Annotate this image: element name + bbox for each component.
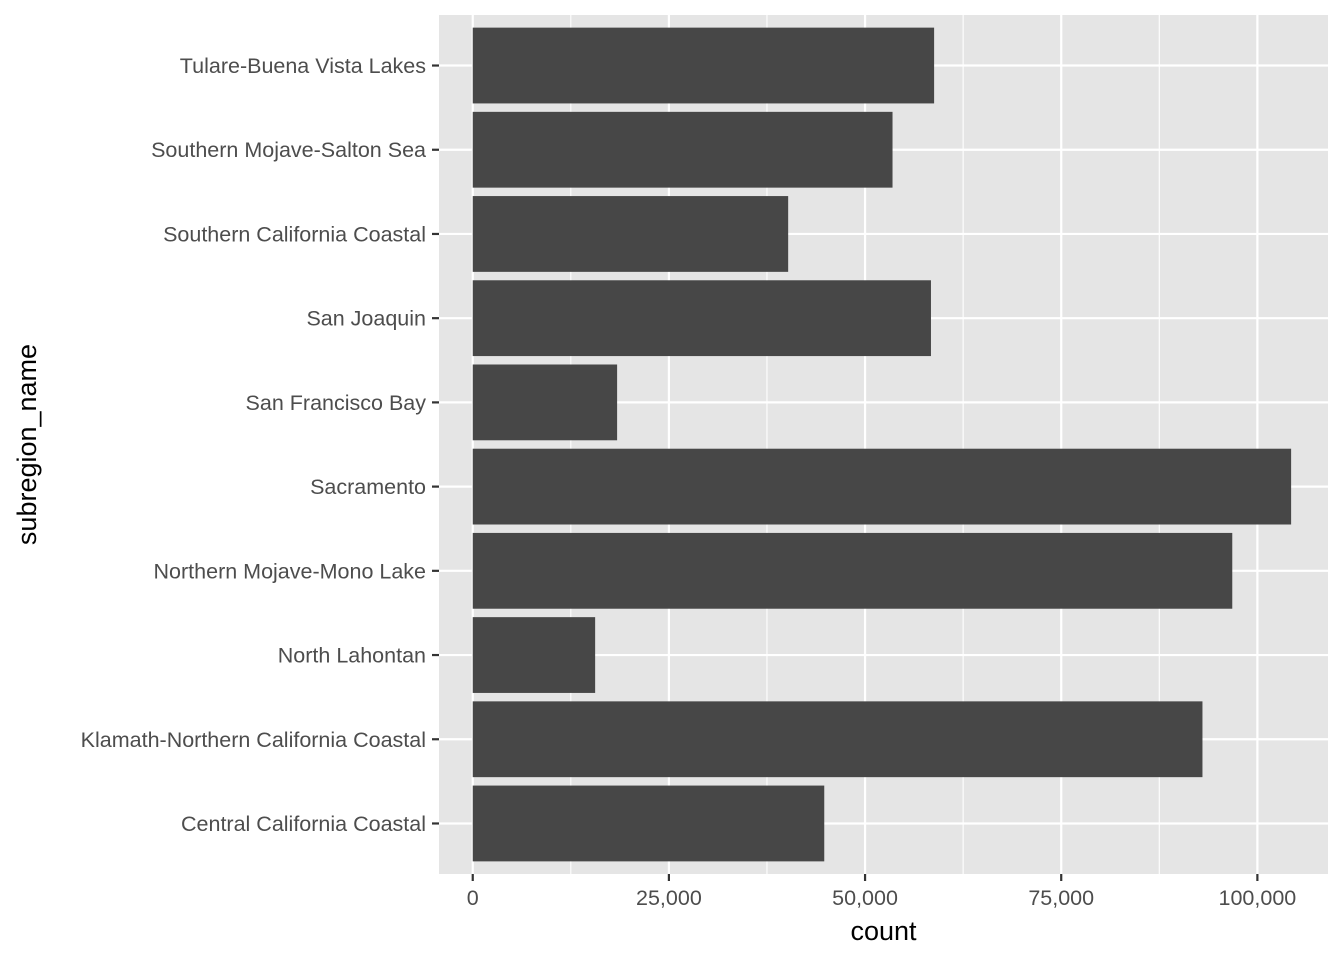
y-tick-label: Tulare-Buena Vista Lakes xyxy=(180,54,426,78)
x-tick-label: 100,000 xyxy=(1219,886,1297,910)
bar xyxy=(472,364,618,441)
y-tick-label: Northern Mojave-Mono Lake xyxy=(154,559,426,583)
bar xyxy=(472,280,931,357)
y-axis: Central California Coastal Klamath-Northe… xyxy=(81,54,439,836)
y-tick-label: Southern Mojave-Salton Sea xyxy=(151,138,426,162)
y-tick-label: North Lahontan xyxy=(278,644,426,668)
y-tick-label: Central California Coastal xyxy=(181,812,426,836)
bar xyxy=(472,448,1292,525)
x-tick-label: 25,000 xyxy=(636,886,702,910)
bar xyxy=(472,785,825,862)
bars xyxy=(472,27,1292,862)
bar xyxy=(472,111,893,188)
y-tick-label: San Francisco Bay xyxy=(246,391,427,415)
bar xyxy=(472,27,935,104)
x-tick-label: 75,000 xyxy=(1028,886,1094,910)
bar xyxy=(472,617,596,693)
y-tick-label: San Joaquin xyxy=(306,307,426,331)
y-axis-title: subregion_name xyxy=(12,344,42,545)
y-tick-label: Sacramento xyxy=(310,475,426,499)
bar xyxy=(472,196,789,272)
x-axis-title: count xyxy=(850,916,917,946)
y-tick-label: Southern California Coastal xyxy=(163,222,426,246)
bar xyxy=(472,532,1233,609)
x-tick-label: 0 xyxy=(467,886,479,910)
x-tick-label: 50,000 xyxy=(832,886,898,910)
x-axis: 0 25,000 50,000 75,000 100,000 xyxy=(467,874,1297,910)
bar xyxy=(472,701,1203,778)
y-tick-label: Klamath-Northern California Coastal xyxy=(81,728,426,752)
